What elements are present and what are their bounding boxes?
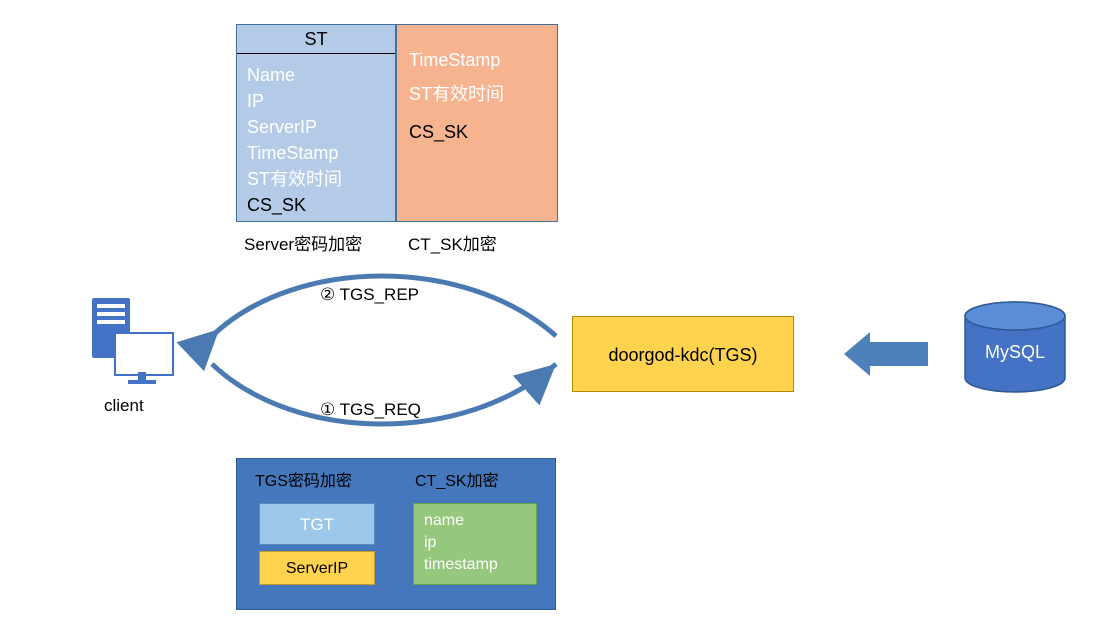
ct-panel: TimeStamp ST有效时间 CS_SK — [396, 24, 558, 222]
st-line-cssk: CS_SK — [247, 192, 385, 218]
st-body: Name IP ServerIP TimeStamp ST有效时间 CS_SK — [237, 54, 395, 224]
st-line-valid: ST有效时间 — [247, 166, 385, 192]
mysql-icon: MySQL — [960, 300, 1070, 396]
req-caption-left: TGS密码加密 — [255, 467, 352, 491]
tgs-rep-label: ② TGS_REP — [320, 285, 419, 305]
mysql-label: MySQL — [960, 342, 1070, 363]
mysql-to-kdc-arrow — [844, 332, 928, 376]
green-line-name: name — [424, 510, 526, 532]
st-panel: ST Name IP ServerIP TimeStamp ST有效时间 CS_… — [236, 24, 396, 222]
st-line-ip: IP — [247, 88, 385, 114]
caption-server-encrypt: Server密码加密 — [244, 230, 362, 255]
client-label: client — [104, 396, 144, 416]
st-header: ST — [237, 25, 395, 54]
ct-line-ts: TimeStamp — [409, 43, 545, 77]
ct-line-cssk: CS_SK — [409, 115, 545, 149]
tgs-req-label: ① TGS_REQ — [320, 400, 421, 420]
st-line-serverip: ServerIP — [247, 114, 385, 140]
req-panel: TGS密码加密 CT_SK加密 TGT ServerIP name ip tim… — [236, 458, 556, 610]
green-line-ts: timestamp — [424, 554, 526, 576]
tgt-box: TGT — [259, 503, 375, 545]
req-caption-right: CT_SK加密 — [415, 467, 499, 491]
client-icon — [86, 298, 182, 394]
st-line-name: Name — [247, 62, 385, 88]
kdc-box: doorgod-kdc(TGS) — [572, 316, 794, 392]
green-line-ip: ip — [424, 532, 526, 554]
green-box: name ip timestamp — [413, 503, 537, 585]
caption-ctsk-encrypt: CT_SK加密 — [408, 230, 497, 255]
st-line-ts: TimeStamp — [247, 140, 385, 166]
serverip-box: ServerIP — [259, 551, 375, 585]
ct-line-valid: ST有效时间 — [409, 77, 545, 111]
